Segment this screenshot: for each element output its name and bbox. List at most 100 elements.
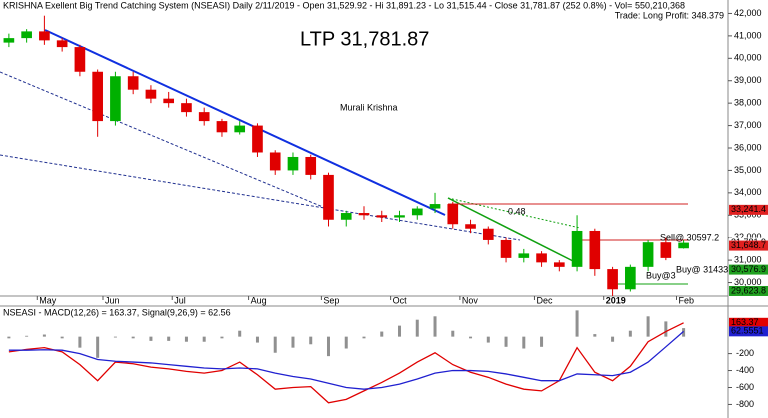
candle-body bbox=[127, 76, 139, 90]
candle-body bbox=[323, 174, 334, 220]
x-tick-label: Feb bbox=[679, 295, 695, 305]
price-label: 31,648.7 bbox=[731, 240, 766, 250]
annotation: Buy@3 bbox=[646, 270, 676, 280]
candle-body bbox=[216, 121, 228, 133]
signal-label-box bbox=[729, 326, 768, 337]
candle-body bbox=[269, 152, 281, 171]
ltp: LTP 31,781.87 bbox=[300, 28, 429, 50]
histogram-bar bbox=[451, 330, 455, 337]
histogram-bar bbox=[167, 336, 171, 341]
histogram-bar bbox=[398, 325, 402, 337]
histogram-bar bbox=[255, 336, 259, 343]
histogram-bar bbox=[664, 321, 668, 337]
candle-body bbox=[571, 230, 583, 267]
candle-body bbox=[56, 40, 68, 48]
y-tick-label: 35,000 bbox=[734, 165, 762, 175]
candle-body bbox=[252, 125, 263, 153]
histogram-bar bbox=[646, 316, 650, 337]
x-tick-label: 2019 bbox=[606, 295, 626, 305]
x-tick-label: May bbox=[39, 295, 57, 305]
candle-body bbox=[660, 242, 672, 258]
histogram-bar bbox=[628, 330, 632, 337]
histogram-bar bbox=[149, 336, 153, 341]
signal-line bbox=[8, 330, 685, 390]
histogram-bar bbox=[78, 336, 82, 348]
y-tick-label: -400 bbox=[736, 365, 754, 375]
histogram-bar bbox=[593, 334, 597, 337]
y-tick-label: 39,000 bbox=[734, 75, 762, 85]
candle-body bbox=[447, 204, 459, 225]
macd-title: NSEASI - MACD(12,26) = 163.37, Signal(9,… bbox=[3, 307, 231, 317]
candle-body bbox=[625, 266, 636, 290]
histogram-bar bbox=[291, 336, 295, 348]
candle-body bbox=[642, 242, 654, 267]
candle-body bbox=[394, 215, 405, 218]
candle-body bbox=[234, 125, 246, 133]
histogram-bar bbox=[415, 319, 419, 337]
candle-body bbox=[411, 208, 423, 216]
histogram-bar bbox=[113, 336, 117, 338]
histogram-bar bbox=[469, 336, 473, 339]
histogram-bar bbox=[540, 336, 544, 347]
candle-body bbox=[287, 156, 299, 171]
histogram-bar bbox=[220, 336, 224, 339]
histogram-bar bbox=[42, 334, 46, 337]
y-tick-label: 42,000 bbox=[734, 8, 762, 18]
price-label: 29,623.8 bbox=[731, 285, 766, 295]
candle-body bbox=[305, 156, 317, 175]
histogram-bar bbox=[131, 336, 135, 339]
trend-line bbox=[447, 197, 581, 229]
candle-body bbox=[536, 253, 547, 263]
candle-body bbox=[92, 71, 103, 122]
histogram-bar bbox=[184, 336, 188, 342]
y-tick-label: 40,000 bbox=[734, 53, 762, 63]
histogram-bar bbox=[380, 331, 384, 337]
y-tick-label: -200 bbox=[736, 348, 754, 358]
trend-line bbox=[0, 154, 521, 241]
x-tick-label: Jun bbox=[105, 295, 120, 305]
y-tick-label: -600 bbox=[736, 382, 754, 392]
candle-body bbox=[678, 242, 689, 249]
x-tick-label: Jul bbox=[174, 295, 186, 305]
candle-body bbox=[482, 228, 494, 240]
price-label-box bbox=[729, 240, 768, 251]
candle-body bbox=[39, 31, 50, 41]
histogram-bar bbox=[682, 328, 686, 337]
macd-line bbox=[8, 322, 684, 404]
histogram-bar bbox=[344, 336, 348, 349]
candle-body bbox=[553, 262, 565, 267]
candle-body bbox=[163, 98, 175, 104]
y-tick-label: 38,000 bbox=[734, 98, 762, 108]
x-tick-label: Nov bbox=[462, 295, 479, 305]
histogram-bar bbox=[326, 336, 330, 357]
candle-body bbox=[340, 213, 352, 220]
y-tick-label: 34,000 bbox=[734, 187, 762, 197]
histogram-bar bbox=[25, 335, 29, 337]
y-tick-label: 41,000 bbox=[734, 30, 762, 40]
candle-body bbox=[110, 76, 121, 122]
trend-line bbox=[447, 197, 576, 263]
annotation: 0.48 bbox=[508, 206, 526, 216]
macd-label: 163.37 bbox=[731, 317, 759, 327]
signal-label: 62.5551 bbox=[731, 326, 764, 336]
y-tick-label: 30,000 bbox=[734, 277, 762, 287]
x-tick-label: Dec bbox=[536, 295, 553, 305]
candle-body bbox=[607, 269, 618, 290]
candle-body bbox=[465, 224, 476, 229]
annotation: Buy@ 31433 bbox=[676, 264, 728, 274]
histogram-bar bbox=[273, 336, 277, 353]
histogram-bar bbox=[96, 336, 100, 358]
histogram-bar bbox=[362, 336, 366, 339]
candle-body bbox=[198, 112, 210, 122]
histogram-bar bbox=[486, 336, 490, 343]
annotation: Sell@ 30597.2 bbox=[660, 232, 719, 242]
histogram-bar bbox=[60, 336, 64, 339]
candle-body bbox=[3, 38, 15, 43]
price-label: 30,576.9 bbox=[731, 264, 766, 274]
y-tick-label: 31,000 bbox=[734, 254, 762, 264]
y-tick-label: 37,000 bbox=[734, 120, 762, 130]
price-label-box bbox=[729, 204, 768, 215]
histogram-bar bbox=[522, 336, 526, 349]
